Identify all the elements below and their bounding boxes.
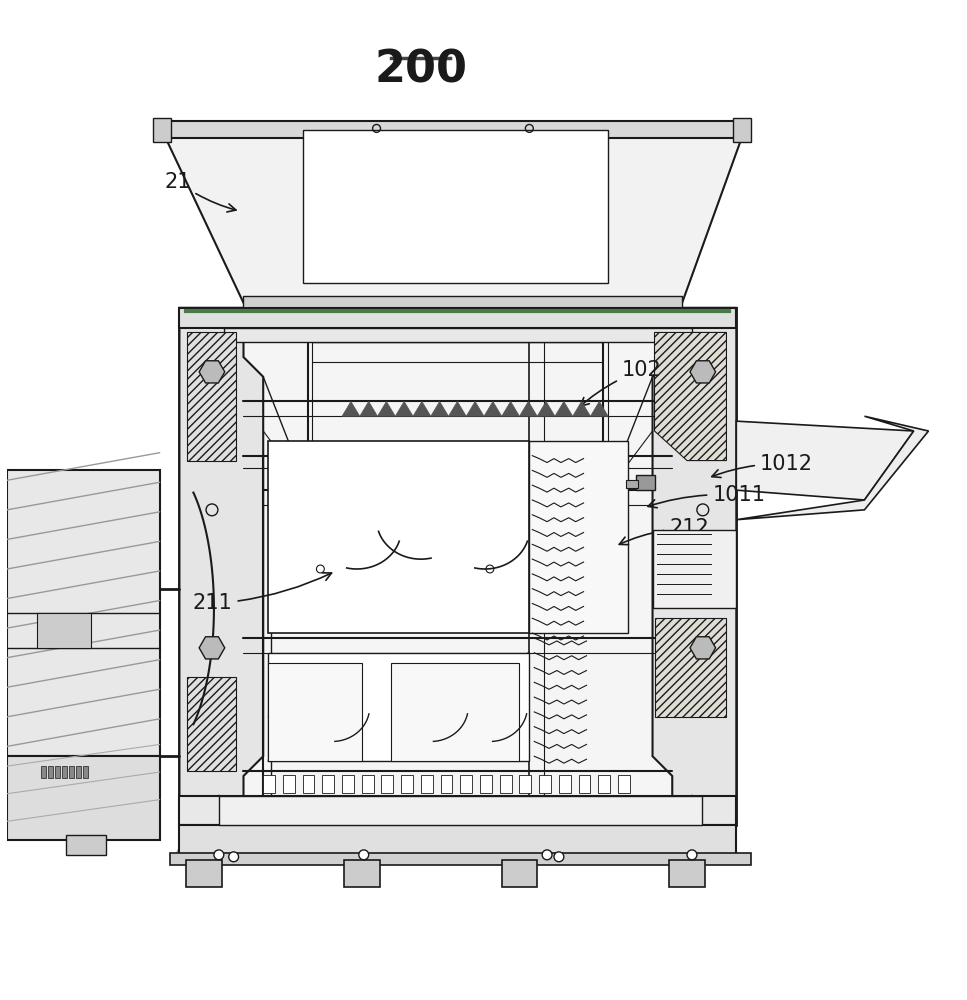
Bar: [626, 480, 638, 488]
Bar: [169, 853, 751, 865]
Text: 211: 211: [192, 573, 332, 613]
Text: 102: 102: [580, 360, 661, 406]
Bar: [480, 775, 492, 793]
Polygon shape: [342, 401, 360, 416]
Polygon shape: [655, 332, 726, 461]
Polygon shape: [484, 401, 502, 416]
Circle shape: [214, 850, 223, 860]
Bar: [7, 470, 160, 756]
Bar: [180, 308, 736, 825]
Bar: [460, 775, 472, 793]
Bar: [160, 121, 747, 138]
Bar: [180, 796, 736, 825]
Text: 21: 21: [164, 172, 236, 212]
Bar: [578, 775, 591, 793]
Bar: [66, 835, 105, 855]
Bar: [362, 775, 373, 793]
Bar: [62, 766, 67, 778]
Polygon shape: [653, 308, 736, 825]
Bar: [244, 296, 682, 308]
Bar: [69, 766, 73, 778]
Polygon shape: [449, 401, 466, 416]
Polygon shape: [572, 401, 591, 416]
Bar: [180, 308, 736, 328]
Polygon shape: [188, 332, 236, 461]
Bar: [153, 118, 170, 142]
Bar: [83, 766, 88, 778]
Bar: [669, 860, 705, 887]
Bar: [382, 775, 394, 793]
Bar: [401, 775, 413, 793]
Bar: [519, 775, 531, 793]
Bar: [219, 796, 702, 825]
Bar: [529, 441, 628, 633]
Circle shape: [359, 850, 368, 860]
Bar: [268, 441, 529, 633]
Bar: [37, 613, 91, 648]
Polygon shape: [690, 637, 716, 659]
Bar: [223, 328, 692, 342]
Circle shape: [554, 852, 564, 862]
Polygon shape: [591, 401, 608, 416]
Bar: [618, 775, 630, 793]
Bar: [263, 775, 275, 793]
Circle shape: [687, 850, 697, 860]
Polygon shape: [396, 401, 413, 416]
Bar: [500, 775, 512, 793]
Bar: [540, 775, 551, 793]
Polygon shape: [655, 618, 726, 717]
Text: 1012: 1012: [712, 454, 813, 477]
Bar: [303, 775, 314, 793]
Bar: [421, 775, 433, 793]
Bar: [733, 118, 751, 142]
Circle shape: [229, 852, 239, 862]
Bar: [7, 756, 160, 840]
Text: 1011: 1011: [648, 485, 765, 508]
Bar: [48, 766, 53, 778]
Bar: [559, 775, 571, 793]
Polygon shape: [377, 401, 396, 416]
Polygon shape: [538, 401, 555, 416]
Bar: [322, 775, 335, 793]
Bar: [342, 775, 354, 793]
Polygon shape: [519, 401, 538, 416]
Bar: [180, 825, 736, 860]
Bar: [303, 130, 608, 283]
Text: 200: 200: [374, 49, 467, 92]
Bar: [392, 663, 519, 761]
Bar: [344, 860, 379, 887]
Polygon shape: [555, 401, 572, 416]
Bar: [76, 766, 81, 778]
Polygon shape: [199, 637, 224, 659]
Polygon shape: [199, 361, 224, 383]
Polygon shape: [502, 401, 519, 416]
Circle shape: [542, 850, 552, 860]
Bar: [635, 475, 656, 490]
Bar: [441, 775, 453, 793]
Bar: [268, 653, 529, 761]
Polygon shape: [160, 125, 747, 303]
Bar: [187, 860, 221, 887]
Polygon shape: [430, 401, 449, 416]
Text: 212: 212: [619, 518, 709, 545]
Bar: [268, 663, 362, 761]
Bar: [55, 766, 60, 778]
Polygon shape: [736, 416, 928, 520]
Bar: [502, 860, 538, 887]
Bar: [599, 775, 610, 793]
Polygon shape: [466, 401, 484, 416]
Polygon shape: [413, 401, 430, 416]
Bar: [42, 766, 46, 778]
Polygon shape: [736, 421, 914, 500]
Polygon shape: [360, 401, 377, 416]
Polygon shape: [188, 677, 236, 771]
Bar: [283, 775, 295, 793]
Polygon shape: [690, 361, 716, 383]
Polygon shape: [180, 308, 263, 825]
Bar: [653, 530, 736, 608]
